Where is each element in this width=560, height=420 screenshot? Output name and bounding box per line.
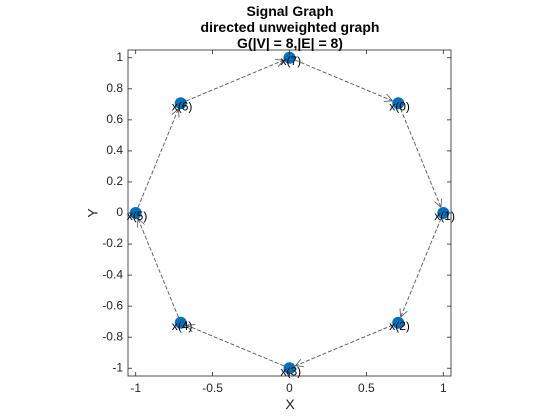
y-tick-label: -0.2	[102, 236, 123, 250]
edges-layer	[138, 60, 441, 366]
edge-1-2	[401, 218, 442, 317]
y-tick-label: -0.4	[102, 267, 123, 281]
node-label-6: x(6)	[172, 99, 193, 113]
x-tick-label: 0	[286, 381, 293, 395]
x-tick-label: 0.5	[358, 381, 375, 395]
y-tick-label: -0.8	[102, 329, 123, 343]
node-label-0: x(0)	[389, 99, 410, 113]
node-label-4: x(4)	[172, 319, 193, 333]
edge-4-5	[138, 219, 179, 318]
node-label-2: x(2)	[389, 319, 410, 333]
edge-6-7	[186, 60, 283, 102]
edge-5-6	[137, 110, 178, 208]
x-tick-label: -0.5	[202, 381, 223, 395]
edge-2-3	[296, 324, 393, 365]
node-labels-layer: x(0) x(1) x(2) x(3) x(4) x(5) x(6) x(7)	[127, 54, 455, 378]
y-axis-label: Y	[85, 208, 101, 218]
node-0	[392, 97, 405, 110]
x-tick-label: 1	[440, 381, 447, 395]
x-axis: -1 -0.5 0 0.5 1	[130, 50, 447, 395]
y-tick-label: -1	[112, 360, 123, 374]
node-1	[437, 207, 450, 219]
node-label-3: x(3)	[281, 364, 302, 378]
y-tick-label: 0.4	[106, 143, 123, 157]
node-5	[129, 207, 142, 219]
node-label-1: x(1)	[434, 209, 455, 223]
y-tick-label: 0.2	[106, 174, 123, 188]
y-tick-label: 1	[116, 50, 123, 64]
node-6	[174, 97, 187, 110]
x-tick-label: -1	[130, 381, 141, 395]
y-axis: -1 -0.8 -0.6 -0.4 -0.2 0 0.2 0.4 0.6 0.8 1	[102, 50, 451, 374]
node-7	[283, 51, 296, 64]
y-tick-label: 0.8	[106, 81, 123, 95]
node-3	[283, 362, 296, 375]
y-tick-label: 0	[116, 205, 123, 219]
y-tick-label: 0.6	[106, 112, 123, 126]
edge-0-1	[400, 108, 441, 207]
edge-7-0	[294, 59, 392, 100]
chart-subtitle: directed unweighted graph	[200, 19, 380, 35]
chart-graph-summary: G(|V| = 8,|E| = 8)	[237, 35, 343, 51]
x-axis-label: X	[285, 396, 295, 412]
edge-3-4	[187, 325, 285, 367]
node-2	[392, 316, 405, 329]
nodes-layer	[129, 51, 450, 375]
node-4	[174, 316, 187, 329]
node-label-5: x(5)	[127, 209, 148, 223]
y-tick-label: -0.6	[102, 298, 123, 312]
chart-title: Signal Graph	[246, 3, 334, 19]
node-label-7: x(7)	[281, 54, 302, 68]
